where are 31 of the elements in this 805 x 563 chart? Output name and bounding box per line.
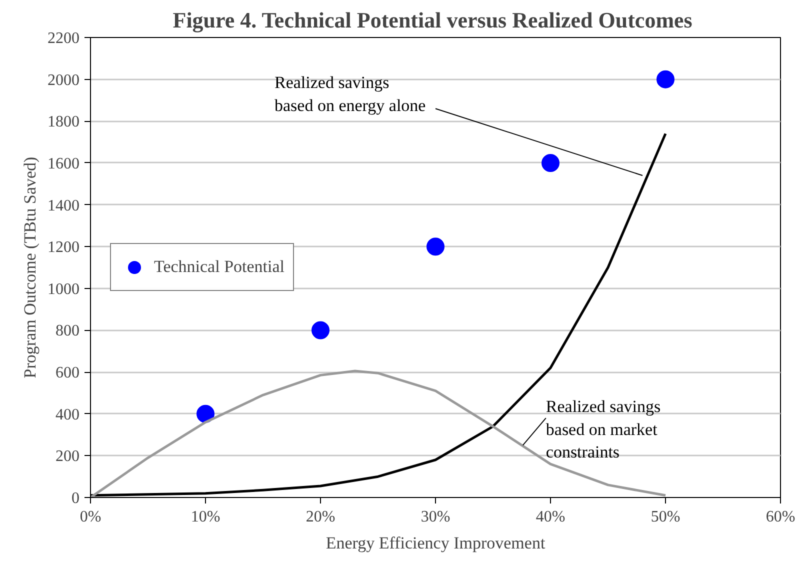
annotation: Realized savings based on market constraints: [546, 397, 661, 462]
point: [542, 154, 560, 172]
y-tick-label: 1200: [48, 239, 80, 256]
y-tick-label: 1800: [48, 114, 80, 131]
x-tick-label: 60%: [766, 508, 796, 526]
x-tick-label: 30%: [420, 508, 450, 526]
y-tick-label: 800: [56, 322, 80, 340]
y-tick-label: 0: [72, 490, 80, 507]
y-tick-label: 600: [56, 364, 80, 382]
y-tick-label: 1400: [48, 197, 80, 214]
point: [196, 404, 214, 423]
chart-title: Figure 4. Technical Potential versus Realized Outcomes: [172, 8, 693, 32]
y-tick-label: 1000: [48, 280, 80, 298]
point: [312, 321, 330, 340]
y-tick-label: 1600: [48, 155, 80, 172]
x-tick-label: 0%: [80, 508, 102, 526]
x-tick-label: 50%: [650, 508, 680, 526]
y-tick-label: 2200: [48, 30, 80, 47]
line-series: [90, 370, 667, 498]
y-axis-title: Program Outcome (TBtu Saved): [20, 156, 40, 378]
y-tick-label: 400: [56, 406, 80, 424]
y-tick-label: 2000: [48, 72, 80, 89]
x-tick-label: 40%: [536, 508, 566, 526]
y-tick-label: 200: [56, 448, 80, 466]
point: [426, 238, 444, 256]
x-tick-label: 10%: [190, 508, 220, 526]
legend-label: Technical Potential: [154, 257, 285, 277]
annotation: Realized savings based on energy alone: [274, 73, 426, 115]
point: [656, 70, 674, 88]
x-axis-title: Energy Efficiency Improvement: [326, 534, 546, 552]
x-tick-label: 20%: [306, 508, 336, 526]
